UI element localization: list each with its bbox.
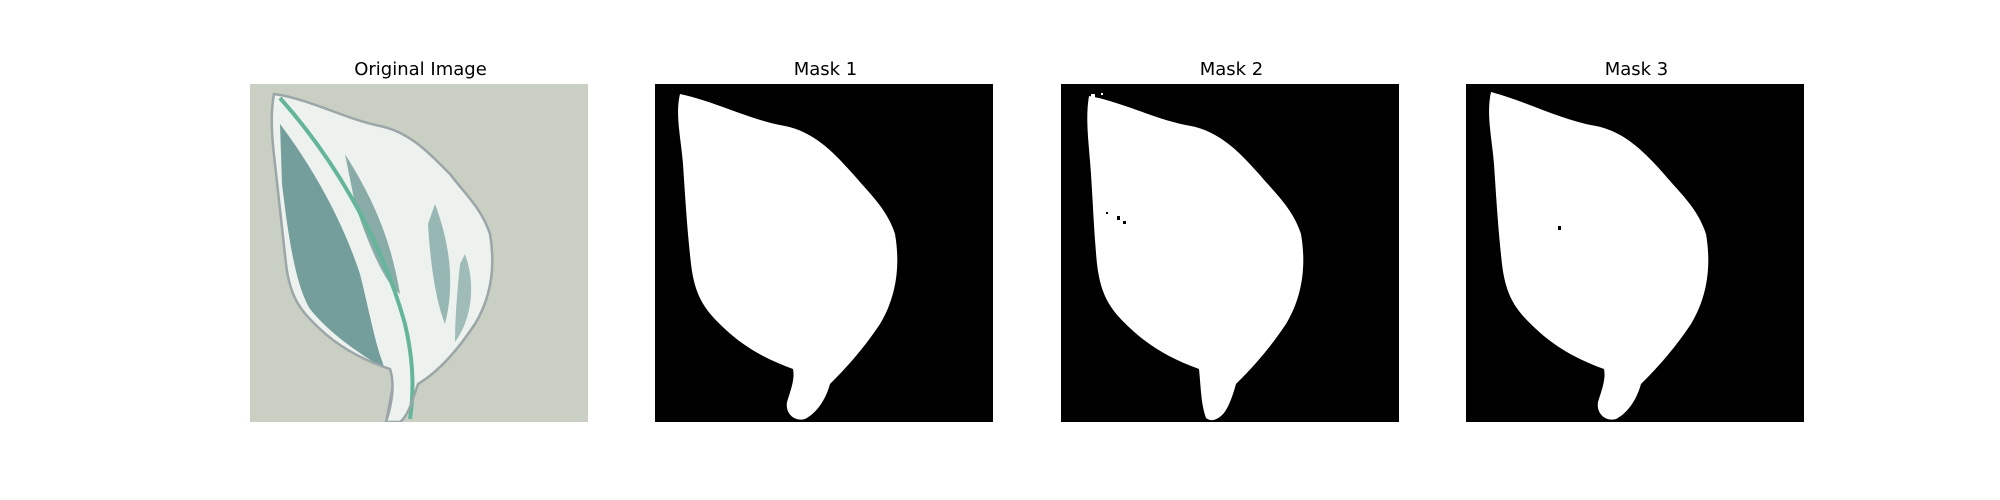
panel-title: Original Image xyxy=(354,59,487,80)
mask-3-image xyxy=(1466,84,1804,422)
mask-2-svg xyxy=(1061,84,1399,422)
mask-1-svg xyxy=(655,84,993,422)
panel-title: Mask 1 xyxy=(793,59,858,80)
panel-mask-3: Mask 3 xyxy=(1466,59,1807,422)
panel-title: Mask 2 xyxy=(1199,59,1264,80)
mask-2-image xyxy=(1061,84,1399,422)
panel-mask-1: Mask 1 xyxy=(655,59,996,422)
panel-title: Mask 3 xyxy=(1604,59,1669,80)
mask-3-svg xyxy=(1466,84,1804,422)
mask-1-image xyxy=(655,84,993,422)
panel-mask-2: Mask 2 xyxy=(1061,59,1402,422)
panel-original-image: Original Image xyxy=(250,59,591,422)
original-leaf-image xyxy=(250,84,588,422)
original-leaf-svg xyxy=(250,84,588,422)
